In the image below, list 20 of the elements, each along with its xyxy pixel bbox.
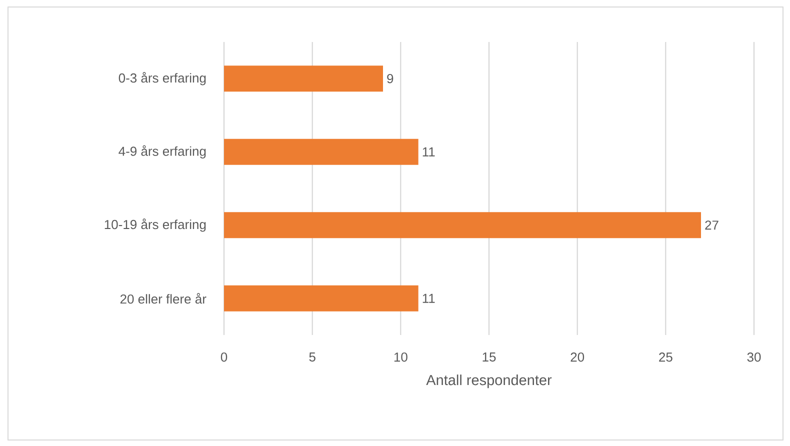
x-tick-label: 5 bbox=[309, 352, 316, 362]
data-label: 11 bbox=[422, 147, 435, 156]
y-tick-label: 10-19 års erfaring bbox=[104, 218, 206, 232]
data-label: 9 bbox=[387, 74, 394, 84]
x-tick-label: 10 bbox=[394, 352, 408, 362]
data-label: 27 bbox=[705, 220, 718, 230]
bar bbox=[224, 285, 418, 312]
y-tick-label: 0-3 års erfaring bbox=[118, 72, 206, 86]
data-label: 11 bbox=[422, 294, 435, 303]
x-tick-label: 20 bbox=[570, 352, 584, 362]
bar bbox=[224, 212, 702, 238]
x-tick-label: 30 bbox=[747, 352, 761, 362]
x-axis-title: Antall respondenter bbox=[426, 374, 552, 388]
bar bbox=[224, 138, 418, 165]
x-tick-label: 15 bbox=[482, 352, 496, 362]
bar bbox=[224, 66, 384, 92]
x-tick-label: 25 bbox=[659, 352, 672, 362]
x-tick-label: 0 bbox=[220, 352, 228, 362]
y-tick-label: 4-9 års erfaring bbox=[118, 145, 206, 158]
y-tick-label: 20 eller flere år bbox=[120, 293, 206, 304]
